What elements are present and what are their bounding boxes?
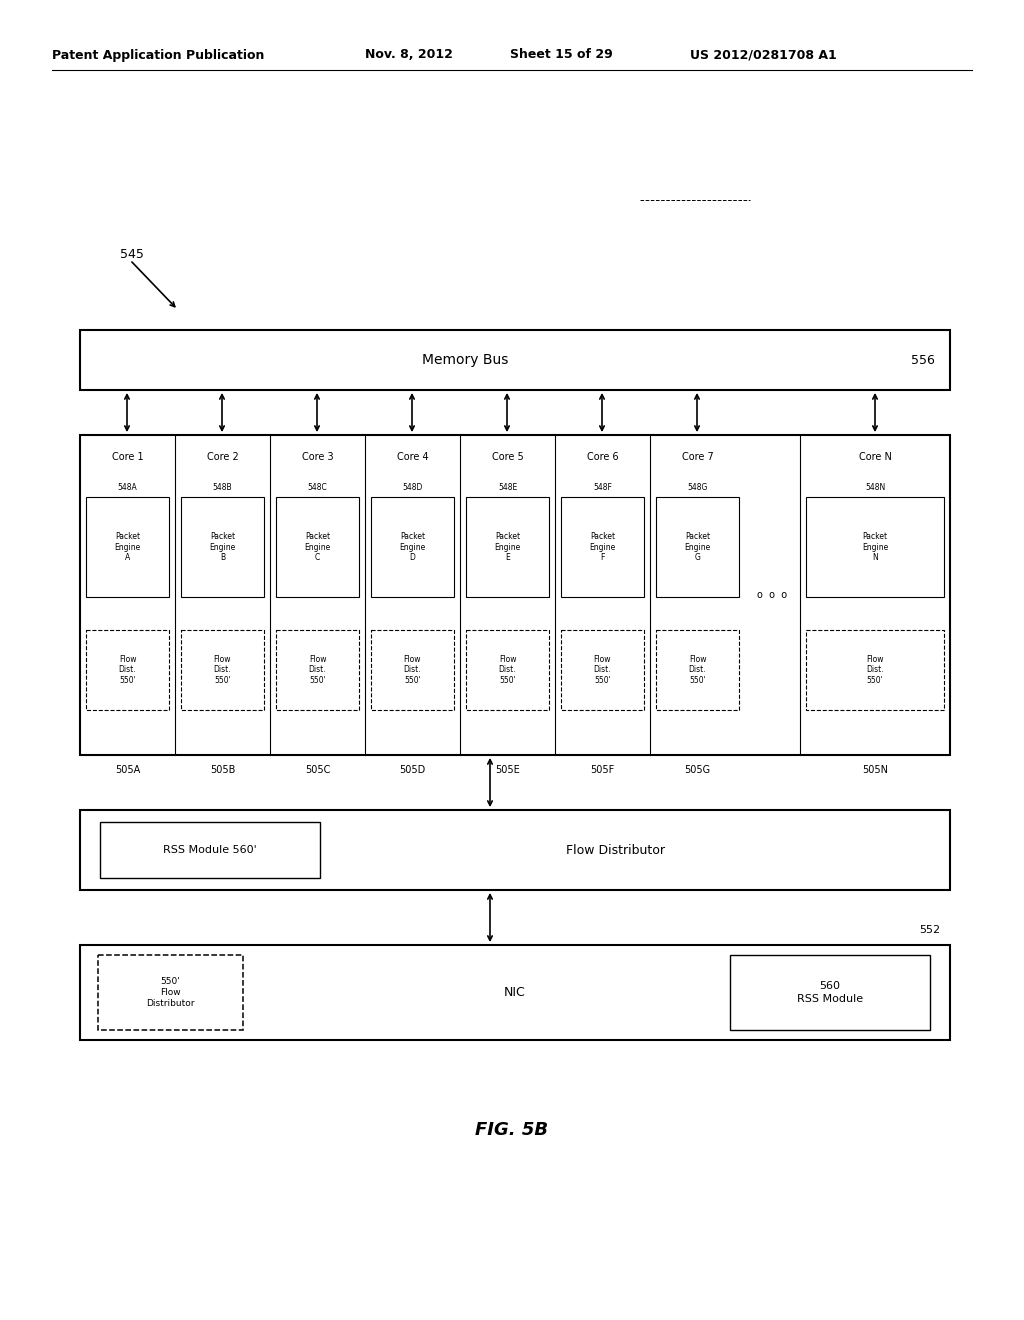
Text: Packet
Engine
D: Packet Engine D [399, 532, 426, 562]
Text: NIC: NIC [504, 986, 526, 999]
Text: Flow
Dist.
550': Flow Dist. 550' [119, 655, 136, 685]
Bar [371, 498, 454, 597]
Text: 560
RSS Module: 560 RSS Module [797, 981, 863, 1003]
Text: Flow
Dist.
550': Flow Dist. 550' [594, 655, 611, 685]
Bar [561, 498, 644, 597]
Text: Flow
Dist.
550': Flow Dist. 550' [866, 655, 884, 685]
Text: Core 4: Core 4 [396, 451, 428, 462]
Text: Flow Distributor: Flow Distributor [565, 843, 665, 857]
Text: Packet
Engine
B: Packet Engine B [209, 532, 236, 562]
Text: Core 7: Core 7 [682, 451, 714, 462]
Bar [276, 630, 359, 710]
Text: Flow
Dist.
550': Flow Dist. 550' [308, 655, 327, 685]
Text: Patent Application Publication: Patent Application Publication [52, 49, 264, 62]
Text: Flow
Dist.
550': Flow Dist. 550' [403, 655, 421, 685]
Text: Core 1: Core 1 [112, 451, 143, 462]
Text: 548N: 548N [865, 483, 885, 491]
Bar [80, 330, 950, 389]
Text: Core 2: Core 2 [207, 451, 239, 462]
Text: 505F: 505F [591, 766, 614, 775]
Bar [656, 498, 739, 597]
Bar [371, 630, 454, 710]
Bar [466, 498, 549, 597]
Text: Packet
Engine
E: Packet Engine E [495, 532, 520, 562]
Bar [561, 630, 644, 710]
Bar [100, 822, 319, 878]
Bar [656, 630, 739, 710]
Text: Packet
Engine
G: Packet Engine G [684, 532, 711, 562]
Text: 548B: 548B [213, 483, 232, 491]
Text: 548A: 548A [118, 483, 137, 491]
Bar [86, 498, 169, 597]
Text: Core 5: Core 5 [492, 451, 523, 462]
Bar [80, 436, 950, 755]
Text: o  o  o: o o o [757, 590, 787, 601]
Text: Core N: Core N [858, 451, 892, 462]
Text: 505N: 505N [862, 766, 888, 775]
Text: Flow
Dist.
550': Flow Dist. 550' [689, 655, 707, 685]
Text: Packet
Engine
C: Packet Engine C [304, 532, 331, 562]
Text: Packet
Engine
A: Packet Engine A [115, 532, 140, 562]
Text: US 2012/0281708 A1: US 2012/0281708 A1 [690, 49, 837, 62]
Text: 548G: 548G [687, 483, 708, 491]
Text: 505B: 505B [210, 766, 236, 775]
Bar [181, 498, 264, 597]
Bar [730, 954, 930, 1030]
Text: 505E: 505E [496, 766, 520, 775]
Text: 505D: 505D [399, 766, 426, 775]
Text: 550'
Flow
Distributor: 550' Flow Distributor [146, 977, 195, 1008]
Text: RSS Module 560': RSS Module 560' [163, 845, 257, 855]
Text: 505G: 505G [684, 766, 711, 775]
Text: 548E: 548E [498, 483, 517, 491]
Bar [80, 945, 950, 1040]
Text: Packet
Engine
F: Packet Engine F [590, 532, 615, 562]
Bar [181, 630, 264, 710]
Text: Memory Bus: Memory Bus [422, 352, 508, 367]
Text: 505C: 505C [305, 766, 330, 775]
Text: 548F: 548F [593, 483, 612, 491]
Bar [276, 498, 359, 597]
Text: 548C: 548C [307, 483, 328, 491]
Bar [806, 630, 944, 710]
Text: 552: 552 [919, 925, 940, 935]
Text: Core 6: Core 6 [587, 451, 618, 462]
Text: Core 3: Core 3 [302, 451, 334, 462]
Text: Packet
Engine
N: Packet Engine N [862, 532, 888, 562]
Bar [86, 630, 169, 710]
Text: 545: 545 [120, 248, 144, 261]
Text: Flow
Dist.
550': Flow Dist. 550' [214, 655, 231, 685]
Bar [806, 498, 944, 597]
Text: 556: 556 [911, 354, 935, 367]
Text: Nov. 8, 2012: Nov. 8, 2012 [365, 49, 453, 62]
Bar [98, 954, 243, 1030]
Bar [80, 810, 950, 890]
Text: 505A: 505A [115, 766, 140, 775]
Text: FIG. 5B: FIG. 5B [475, 1121, 549, 1139]
Text: Flow
Dist.
550': Flow Dist. 550' [499, 655, 516, 685]
Bar [466, 630, 549, 710]
Text: Sheet 15 of 29: Sheet 15 of 29 [510, 49, 612, 62]
Text: 548D: 548D [402, 483, 423, 491]
